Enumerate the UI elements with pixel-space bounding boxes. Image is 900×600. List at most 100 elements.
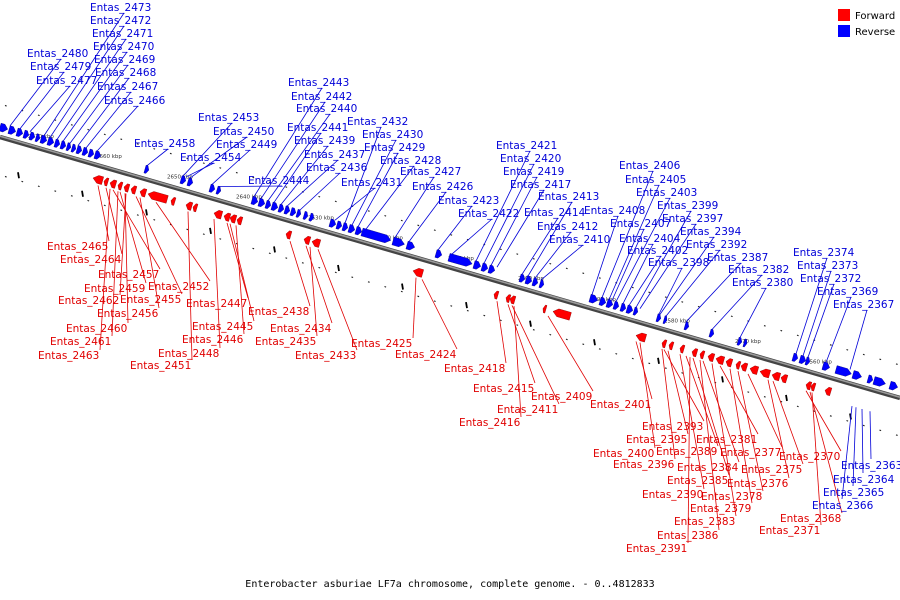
track-dash (285, 186, 288, 188)
leader-line (155, 202, 211, 282)
reverse-gene-arrow (46, 136, 55, 146)
track-dash (367, 281, 370, 283)
reverse-gene-arrow (7, 125, 16, 135)
reverse-gene-label: Entas_2440 (296, 103, 357, 115)
reverse-gene-arrow (75, 145, 83, 155)
reverse-gene-label: Entas_2473 (90, 2, 151, 14)
leader-line (365, 165, 415, 230)
leader-line (408, 191, 447, 242)
reverse-gene-label: Entas_2363 (841, 460, 900, 472)
reverse-gene-label: Entas_2367 (833, 299, 894, 311)
scale-label: 2620 kbp (377, 235, 403, 241)
leader-line (99, 188, 111, 351)
leader-line (702, 360, 740, 463)
leader-line (739, 287, 767, 338)
reverse-gene-arrow (447, 253, 473, 267)
reverse-gene-arrow (736, 336, 743, 346)
forward-gene-arrow (824, 386, 833, 397)
reverse-gene-label: Entas_2454 (180, 152, 242, 164)
reverse-gene-arrow (0, 122, 8, 133)
forward-gene-label: Entas_2379 (690, 503, 751, 515)
reverse-gene-label: Entas_2405 (625, 174, 686, 186)
map-caption: Enterobacter asburiae LF7a chromosome, c… (245, 579, 654, 590)
track-dash (103, 133, 106, 136)
reverse-gene-label: Entas_2408 (584, 205, 645, 217)
leader-line (711, 274, 763, 330)
reverse-gene-label: Entas_2466 (104, 95, 166, 107)
track-dash (532, 258, 535, 260)
track-dash (780, 329, 783, 332)
track-dash (747, 391, 750, 393)
reverse-gene-arrow (34, 133, 41, 143)
leader-line (43, 12, 125, 136)
leader-line (496, 189, 545, 268)
forward-gene-label: Entas_2446 (182, 334, 244, 346)
track-dash (318, 266, 321, 269)
leader-line (511, 305, 560, 405)
scale-label: 2570 kbp (735, 339, 761, 345)
track-dash (598, 277, 601, 279)
forward-gene-label: Entas_2465 (47, 241, 108, 253)
forward-gene-arrow (412, 268, 424, 278)
leader-line (124, 193, 129, 324)
forward-gene-label: Entas_2375 (741, 464, 802, 476)
reverse-gene-label: Entas_2398 (648, 257, 709, 269)
leader-line (661, 348, 676, 460)
reverse-gene-label: Entas_2399 (657, 200, 718, 212)
track-dash (763, 396, 766, 398)
forward-gene-label: Entas_2391 (626, 543, 687, 555)
forward-gene-label: Entas_2396 (613, 459, 675, 471)
legend-reverse-label: Reverse (855, 27, 895, 38)
leader-line (699, 359, 720, 531)
forward-gene-arrow (170, 197, 177, 206)
reverse-gene-arrow (798, 354, 807, 364)
reverse-gene-arrow (605, 298, 614, 308)
forward-gene-label: Entas_2381 (696, 434, 757, 446)
reverse-gene-label: Entas_2423 (438, 195, 499, 207)
reverse-gene-label: Entas_2429 (364, 142, 425, 154)
forward-gene-label: Entas_2455 (120, 294, 181, 306)
forward-gene-label: Entas_2409 (531, 391, 592, 403)
track-dash (681, 301, 684, 303)
leader-line (811, 392, 822, 526)
leader-line (317, 249, 358, 351)
leader-line (451, 218, 493, 255)
track-dash (87, 128, 90, 131)
reverse-gene-arrow (708, 328, 715, 338)
leader-line (601, 170, 654, 298)
reverse-gene-arrow (93, 150, 102, 160)
track-dash (417, 224, 420, 227)
leader-line (591, 215, 619, 295)
reverse-gene-label: Entas_2453 (198, 112, 259, 124)
track-dash (895, 434, 898, 436)
track-dash (186, 228, 189, 231)
forward-gene-label: Entas_2425 (351, 338, 412, 350)
track-dash (516, 253, 519, 255)
track-dash (433, 300, 436, 302)
forward-gene-label: Entas_2459 (84, 283, 145, 295)
major-tick (401, 283, 404, 290)
track-dash (615, 352, 618, 355)
major-tick (81, 190, 84, 197)
reverse-gene-label: Entas_2432 (347, 116, 408, 128)
leader-line (286, 159, 339, 207)
track-dash (648, 291, 651, 294)
reverse-gene-arrow (328, 218, 337, 228)
reverse-gene-arrow (15, 127, 24, 137)
forward-gene-arrow (691, 348, 699, 358)
leader-line (687, 357, 691, 544)
reverse-gene-arrow (295, 209, 302, 218)
forward-gene-arrow (109, 179, 118, 189)
reverse-gene-label: Entas_2394 (680, 226, 742, 238)
scale-label: 2580 kbp (664, 319, 690, 325)
reverse-gene-label: Entas_2372 (800, 273, 861, 285)
forward-gene-arrow (123, 183, 131, 193)
reverse-gene-label: Entas_2426 (412, 181, 474, 193)
track-dash (483, 314, 486, 317)
leader-line (437, 205, 473, 251)
reverse-gene-arrow (619, 302, 627, 312)
reverse-gene-arrow (872, 376, 886, 387)
reverse-gene-arrow (360, 227, 392, 244)
track-dash (136, 214, 139, 216)
reverse-gene-label: Entas_2369 (817, 286, 878, 298)
